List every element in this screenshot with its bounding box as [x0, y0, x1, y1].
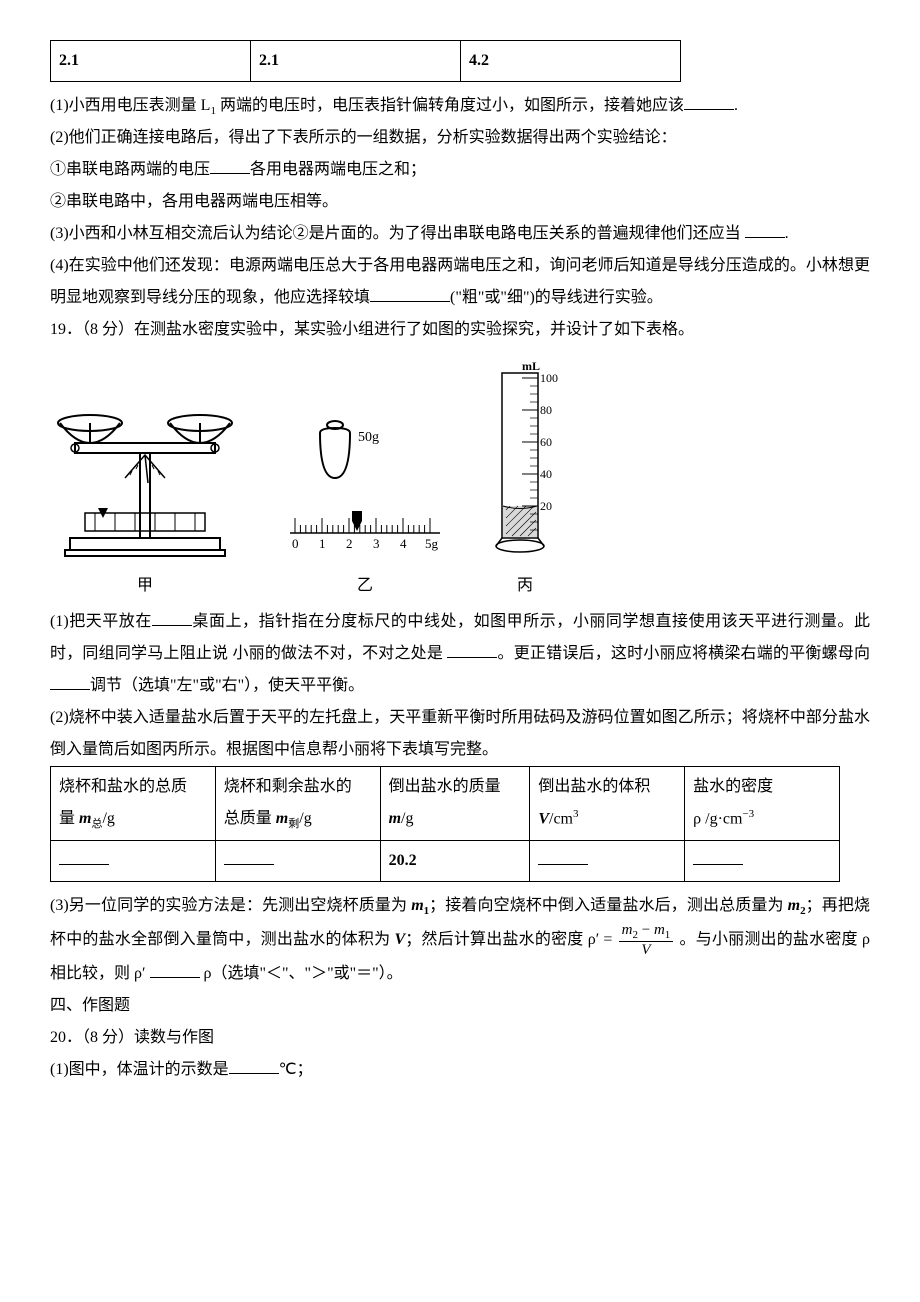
- text: ("粗"或"细")的导线进行实验。: [450, 289, 663, 306]
- text: (1)把天平放在: [50, 613, 152, 630]
- svg-text:60: 60: [540, 435, 552, 449]
- svg-text:100: 100: [540, 371, 558, 385]
- table-density: 烧杯和盐水的总质 量 m总/g 烧杯和剩余盐水的 总质量 m剩/g 倒出盐水的质…: [50, 766, 840, 881]
- q19-intro: 19．（8 分）在测盐水密度实验中，某实验小组进行了如图的实验探究，并设计了如下…: [50, 314, 870, 346]
- text: (1)小西用电压表测量 L: [50, 97, 210, 114]
- blank: [59, 849, 109, 865]
- text: (3)另一位同学的实验方法是：先测出空烧杯质量为: [50, 897, 411, 914]
- q19-2-intro: (2)烧杯中装入适量盐水后置于天平的左托盘上，天平重新平衡时所用砝码及游码位置如…: [50, 702, 870, 766]
- blank: [229, 1058, 279, 1074]
- section-4-heading: 四、作图题: [50, 990, 870, 1022]
- text: (3)小西和小林互相交流后认为结论②是片面的。为了得出串联电路电压关系的普遍规律…: [50, 225, 745, 242]
- col-head-1: 烧杯和剩余盐水的 总质量 m剩/g: [215, 767, 380, 840]
- weight-ruler-svg: 50g 0 1 2 3: [280, 383, 450, 558]
- q19-3: (3)另一位同学的实验方法是：先测出空烧杯质量为 m1；接着向空烧杯中倒入适量盐…: [50, 890, 870, 991]
- table-voltage-row: 2.1 2.1 4.2: [50, 40, 681, 82]
- col-head-0: 烧杯和盐水的总质 量 m总/g: [51, 767, 216, 840]
- cylinder-svg: mL: [490, 358, 560, 558]
- svg-text:20: 20: [540, 499, 552, 513]
- q20-intro: 20．（8 分）读数与作图: [50, 1022, 870, 1054]
- text: 各用电器两端电压之和；: [250, 161, 426, 178]
- blank: [538, 849, 588, 865]
- svg-text:2: 2: [346, 536, 353, 551]
- figure-weight-ruler: 50g 0 1 2 3: [280, 383, 450, 602]
- text: 相比较，则: [50, 965, 134, 982]
- text: （选填"＜"、"＞"或"＝"）。: [211, 965, 402, 982]
- cell-4: [685, 840, 840, 881]
- text: .: [785, 225, 789, 242]
- weight-label: 50g: [358, 430, 379, 445]
- blank: [152, 610, 192, 626]
- q-part-2b: ②串联电路中，各用电器两端电压相等。: [50, 186, 870, 218]
- svg-text:1: 1: [319, 536, 326, 551]
- text: ；接着向空烧杯中倒入适量盐水后，测出总质量为: [429, 897, 788, 914]
- cell-3: [530, 840, 685, 881]
- q-part-1: (1)小西用电压表测量 L1 两端的电压时，电压表指针偏转角度过小，如图所示，接…: [50, 90, 870, 122]
- svg-text:40: 40: [540, 467, 552, 481]
- blank: [684, 94, 734, 110]
- q19-1: (1)把天平放在桌面上，指针指在分度标尺的中线处，如图甲所示，小丽同学想直接使用…: [50, 606, 870, 702]
- q-part-3: (3)小西和小林互相交流后认为结论②是片面的。为了得出串联电路电压关系的普遍规律…: [50, 218, 870, 250]
- q-part-2a: ①串联电路两端的电压 各用电器两端电压之和；: [50, 154, 870, 186]
- cell-v1: 2.1: [51, 41, 251, 82]
- text: 。更正错误后，这时小丽应将横梁右端的平衡螺母向: [497, 645, 870, 662]
- text: (1)图中，体温计的示数是: [50, 1061, 229, 1078]
- q20-1: (1)图中，体温计的示数是 ℃；: [50, 1054, 870, 1086]
- blank: [370, 286, 450, 302]
- text: 。与小丽测出的盐水密度: [675, 931, 862, 948]
- text: .: [734, 97, 738, 114]
- cell-0: [51, 840, 216, 881]
- col-head-2: 倒出盐水的质量 m/g: [380, 767, 530, 840]
- cell-v2: 2.1: [251, 41, 461, 82]
- text: ℃；: [279, 1061, 313, 1078]
- blank: [447, 642, 497, 658]
- blank: [745, 222, 785, 238]
- text: ；然后计算出盐水的密度: [405, 931, 587, 948]
- blank: [693, 849, 743, 865]
- cell-v3: 4.2: [461, 41, 681, 82]
- svg-text:3: 3: [373, 536, 380, 551]
- fig-label-b: 乙: [280, 570, 450, 602]
- svg-text:5g: 5g: [425, 536, 439, 551]
- figure-row: 甲 50g: [50, 358, 870, 602]
- q-part-2: (2)他们正确连接电路后，得出了下表所示的一组数据，分析实验数据得出两个实验结论…: [50, 122, 870, 154]
- q-part-4: (4)在实验中他们还发现：电源两端电压总大于各用电器两端电压之和，询问老师后知道…: [50, 250, 870, 314]
- cell-1: [215, 840, 380, 881]
- svg-text:80: 80: [540, 403, 552, 417]
- svg-text:4: 4: [400, 536, 407, 551]
- col-head-3: 倒出盐水的体积 V/cm3: [530, 767, 685, 840]
- figure-balance: 甲: [50, 383, 240, 602]
- svg-text:0: 0: [292, 536, 299, 551]
- blank: [50, 674, 90, 690]
- text: 两端的电压时，电压表指针偏转角度过小，如图所示，接着她应该: [216, 97, 684, 114]
- balance-svg: [50, 383, 240, 558]
- fig-label-c: 丙: [490, 570, 560, 602]
- fraction: m2 − m1V: [619, 922, 674, 959]
- blank: [224, 849, 274, 865]
- svg-text:mL: mL: [522, 359, 540, 373]
- blank: [210, 158, 250, 174]
- figure-cylinder: mL: [490, 358, 560, 602]
- text: ①串联电路两端的电压: [50, 161, 210, 178]
- fig-label-a: 甲: [50, 570, 240, 602]
- cell-2: 20.2: [380, 840, 530, 881]
- blank: [150, 962, 200, 978]
- text: 调节（选填"左"或"右"），使天平平衡。: [90, 677, 364, 694]
- col-head-4: 盐水的密度 ρ /g·cm−3: [685, 767, 840, 840]
